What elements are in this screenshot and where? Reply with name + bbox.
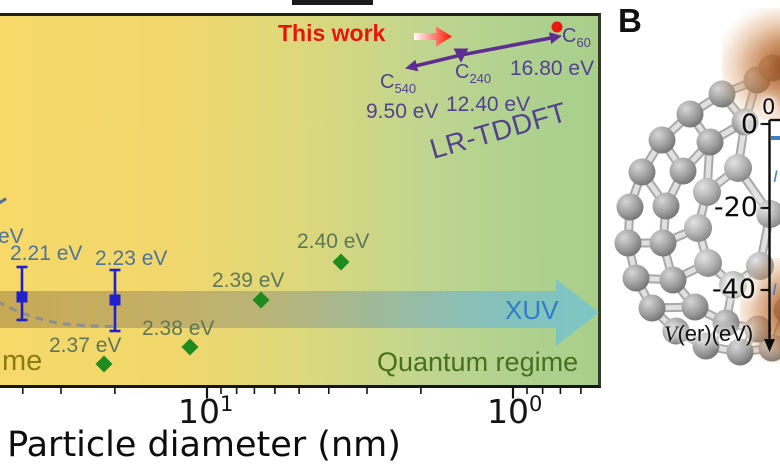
energy-value-label: 2.39 eV [212, 269, 285, 292]
carbon-atom [696, 128, 724, 156]
carbon-atom [662, 317, 690, 345]
carbon-atom [616, 193, 644, 221]
panel-b-label: B [618, 2, 642, 39]
x-tick-label-10e0: 100 [487, 392, 543, 431]
carbon-atom [614, 229, 642, 257]
cropped-top-bar-fragment [292, 0, 373, 5]
carbon-atom [652, 192, 680, 220]
molecule-label: C240 [455, 61, 492, 86]
carbon-atom [681, 293, 709, 321]
energy-value-label: 2.37 eV [49, 334, 122, 357]
carbon-atom [693, 178, 721, 206]
potential-tick-0: 0 [740, 109, 758, 140]
potential-axis-label: V(er)(eV) [664, 321, 754, 346]
carbon-atom [622, 264, 650, 292]
carbon-atom [669, 157, 697, 185]
carbon-atom [659, 266, 687, 294]
carbon-atom [676, 100, 704, 128]
x-tick-label-10e1: 101 [178, 392, 234, 431]
molecule-label: C60 [562, 25, 591, 50]
classical-regime-label-fragment: me [2, 345, 43, 377]
cut-off-blue-label-fragment-1: I [773, 167, 778, 186]
energy-value-label: 2.40 eV [297, 230, 370, 253]
cut-off-ev-label-fragment: eV [0, 225, 24, 248]
x-axis-title: Particle diameter (nm) [7, 425, 401, 465]
carbon-atom [649, 229, 677, 257]
carbon-atom [694, 249, 722, 277]
axis-arrowhead-icon [764, 339, 775, 352]
potential-axis [760, 118, 780, 352]
carbon-atom [638, 294, 666, 322]
carbon-atom [724, 154, 752, 182]
energy-value-label: 16.80 eV [510, 57, 595, 80]
cut-off-level-line-fragment [771, 136, 780, 140]
carbon-atom [684, 214, 712, 242]
carbon-atom [712, 309, 740, 337]
cut-off-blue-label-fragment-2: I [772, 280, 777, 299]
molecule-label: C540 [380, 71, 417, 96]
energy-value-label: 2.38 eV [142, 317, 215, 340]
carbon-atom [692, 332, 720, 360]
carbon-atom [648, 126, 676, 154]
panel-b: B 0 0 -20 -40 V(er)(eV) I I [601, 0, 780, 470]
energy-value-label: 9.50 eV [366, 100, 439, 123]
this-work-label: This work [278, 20, 386, 46]
energy-value-label: 2.23 eV [95, 247, 168, 270]
energy-value-label: 2.21 eV [10, 242, 83, 265]
corner-zero-label: 0 [762, 95, 776, 119]
energy-value-label: 12.40 eV [446, 93, 531, 116]
potential-tick-m20: -20 [713, 192, 758, 223]
potential-tick-m40: -40 [711, 274, 756, 305]
quantum-regime-label: Quantum regime [377, 347, 579, 377]
xuv-label: XUV [505, 295, 559, 325]
carbon-atom [628, 158, 656, 186]
